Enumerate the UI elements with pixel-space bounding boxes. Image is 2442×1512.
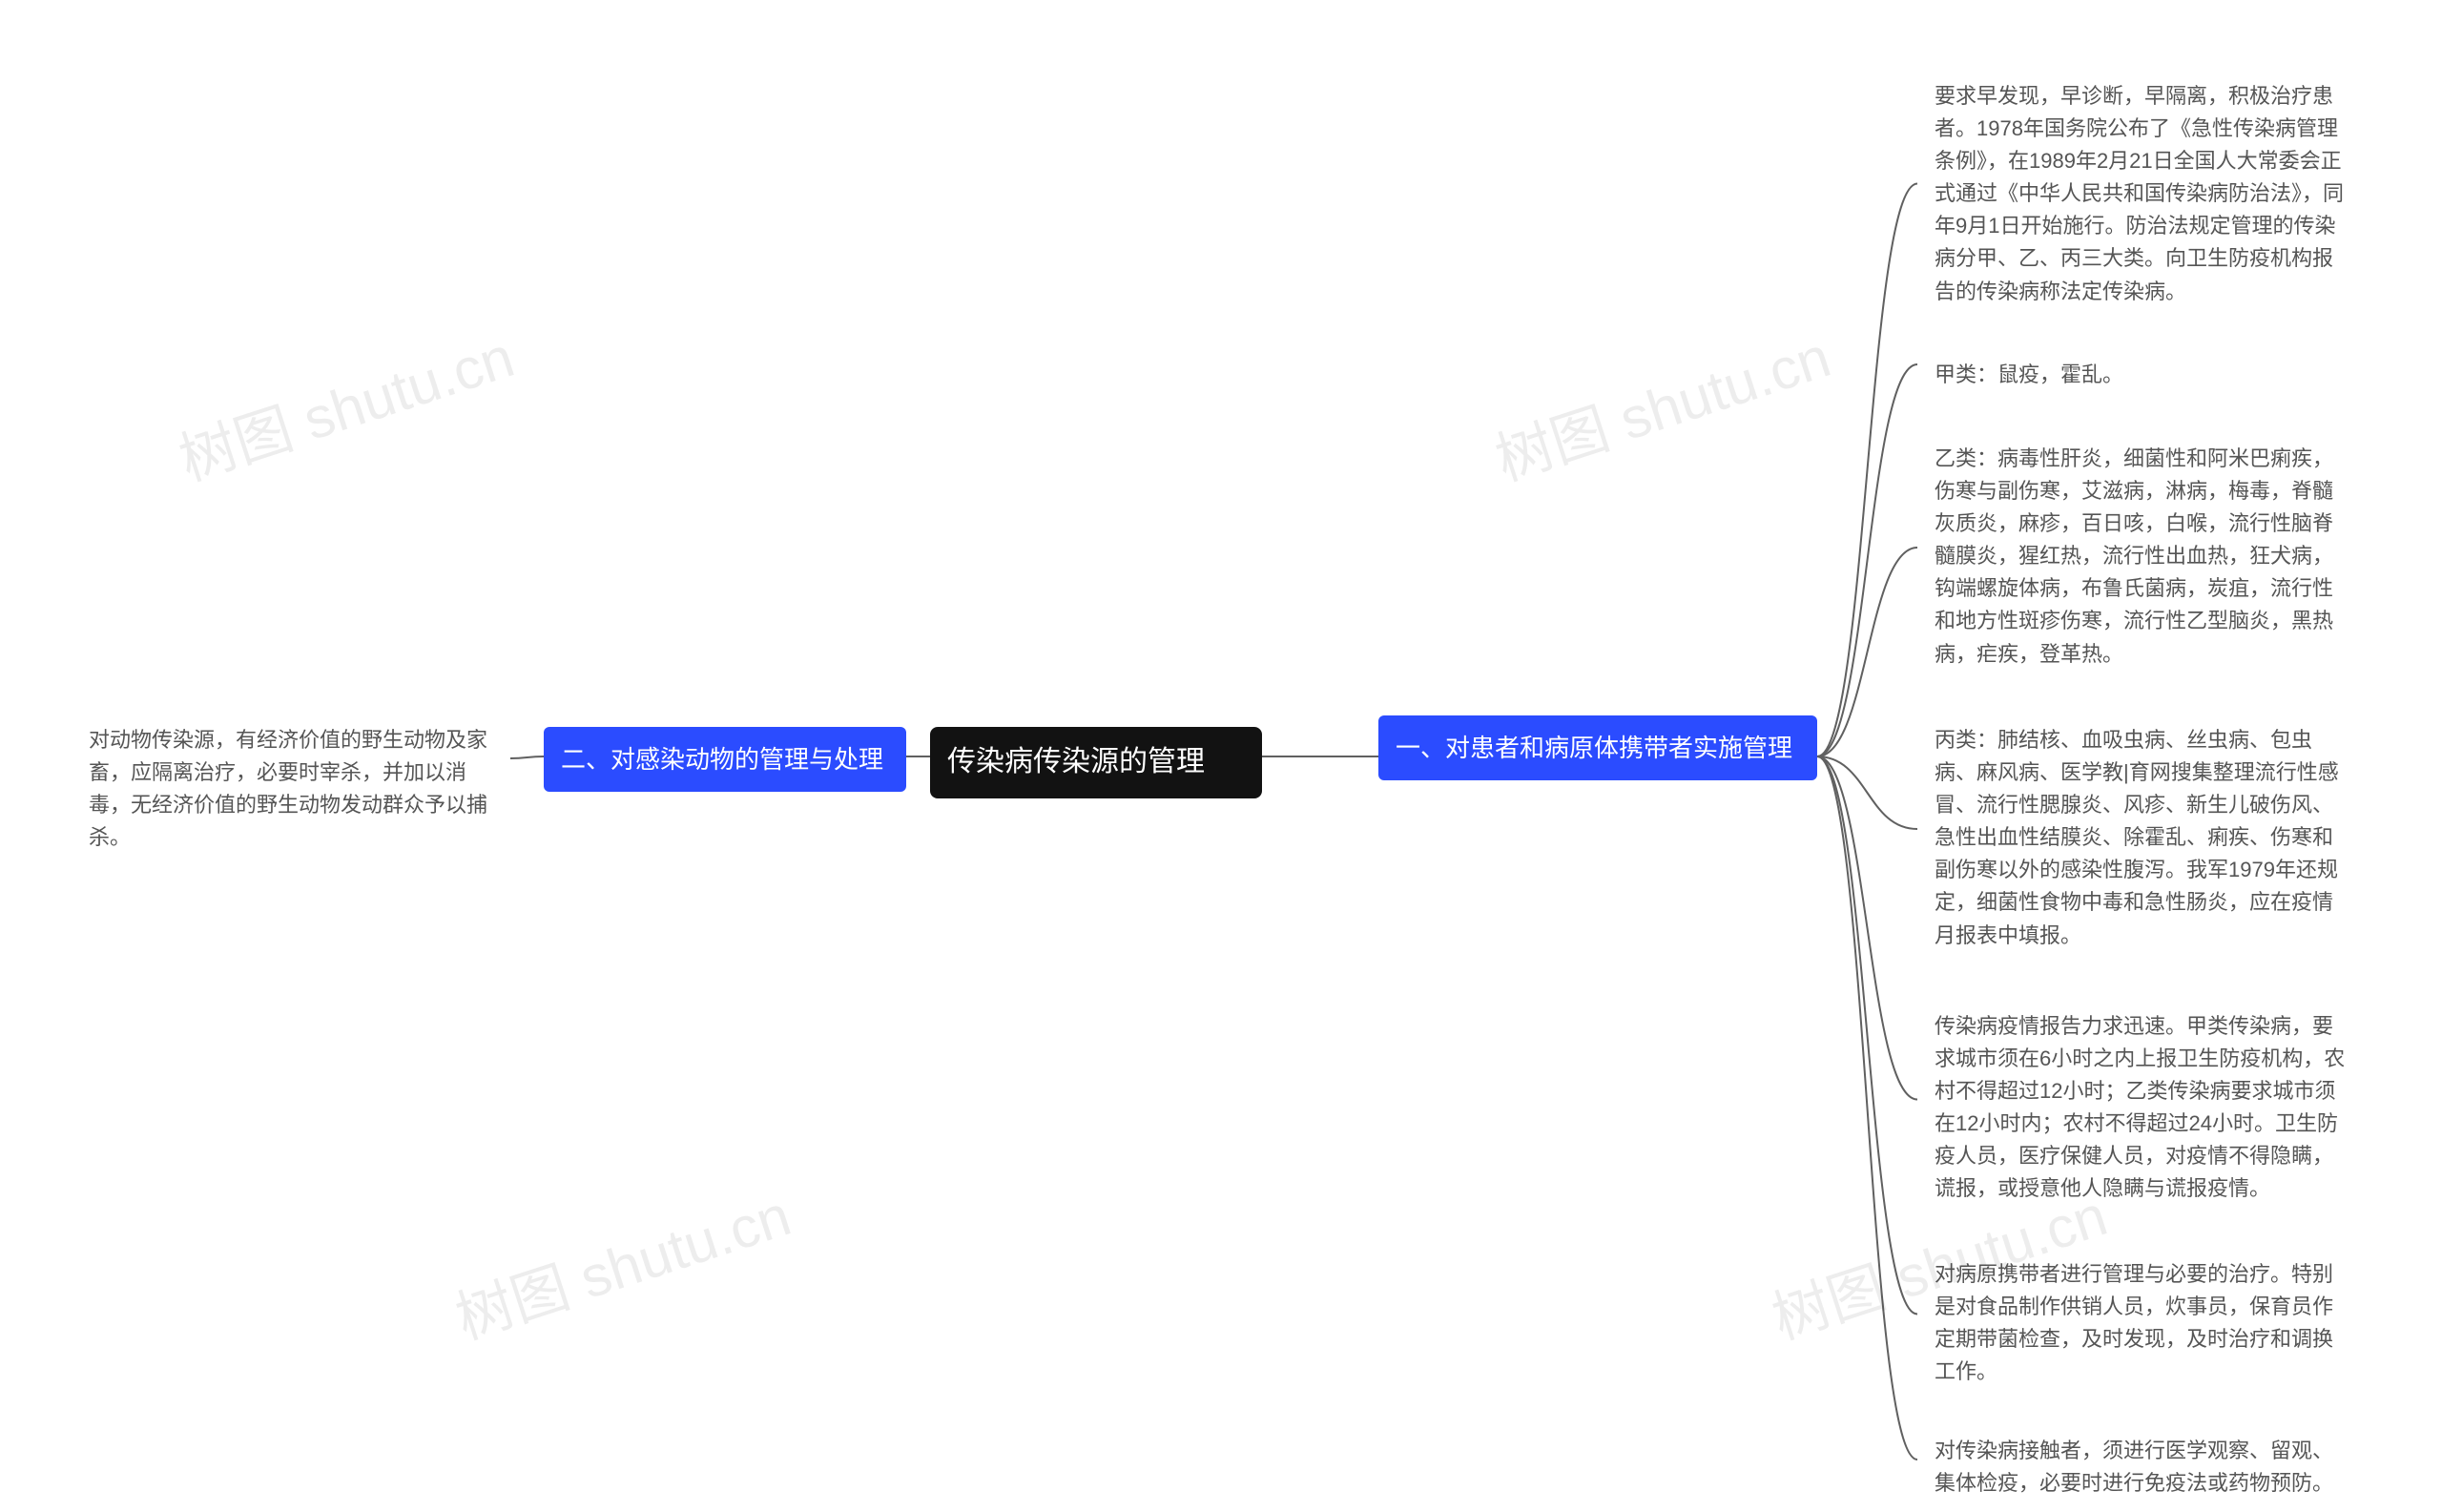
leaf-right-1[interactable]: 甲类：鼠疫，霍乱。 bbox=[1917, 345, 2366, 404]
leaf-left-0[interactable]: 对动物传染源，有经济价值的野生动物及家畜，应隔离治疗，必要时宰杀，并加以消毒，无… bbox=[72, 711, 510, 867]
leaf-right-2[interactable]: 乙类：病毒性肝炎，细菌性和阿米巴痢疾，伤寒与副伤寒，艾滋病，淋病，梅毒，脊髓灰质… bbox=[1917, 429, 2366, 684]
mindmap-canvas: 传染病传染源的管理 一、对患者和病原体携带者实施管理 二、对感染动物的管理与处理… bbox=[0, 0, 2442, 1512]
watermark: 树图 shutu.cn bbox=[167, 311, 523, 497]
root-node[interactable]: 传染病传染源的管理 bbox=[930, 727, 1262, 798]
leaf-right-3[interactable]: 丙类：肺结核、血吸虫病、丝虫病、包虫病、麻风病、医学教|育网搜集整理流行性感冒、… bbox=[1917, 711, 2366, 965]
branch-right[interactable]: 一、对患者和病原体携带者实施管理 bbox=[1378, 715, 1817, 780]
branch-left[interactable]: 二、对感染动物的管理与处理 bbox=[544, 727, 906, 792]
watermark: 树图 shutu.cn bbox=[444, 1170, 799, 1356]
leaf-right-4[interactable]: 传染病疫情报告力求迅速。甲类传染病，要求城市须在6小时之内上报卫生防疫机构，农村… bbox=[1917, 997, 2366, 1219]
leaf-right-5[interactable]: 对病原携带者进行管理与必要的治疗。特别是对食品制作供销人员，炊事员，保育员作定期… bbox=[1917, 1245, 2366, 1401]
watermark: 树图 shutu.cn bbox=[1483, 311, 1839, 497]
leaf-right-6[interactable]: 对传染病接触者，须进行医学观察、留观、集体检疫，必要时进行免疫法或药物预防。 bbox=[1917, 1421, 2366, 1512]
leaf-right-0[interactable]: 要求早发现，早诊断，早隔离，积极治疗患者。1978年国务院公布了《急性传染病管理… bbox=[1917, 67, 2366, 321]
